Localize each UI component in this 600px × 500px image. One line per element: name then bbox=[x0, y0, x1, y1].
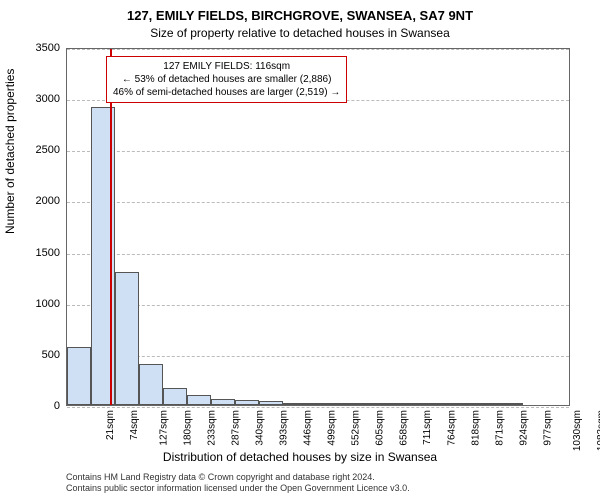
histogram-bar bbox=[163, 388, 187, 405]
gridline bbox=[67, 254, 569, 255]
x-tick-label: 180sqm bbox=[183, 410, 194, 446]
x-tick-label: 1030sqm bbox=[572, 410, 583, 451]
histogram-bar bbox=[379, 403, 403, 405]
y-tick-label: 2000 bbox=[10, 195, 60, 207]
histogram-bar bbox=[283, 403, 307, 405]
x-tick-label: 446sqm bbox=[303, 410, 314, 446]
x-tick-label: 924sqm bbox=[519, 410, 530, 446]
chart-title: 127, EMILY FIELDS, BIRCHGROVE, SWANSEA, … bbox=[0, 8, 600, 23]
y-tick-label: 3000 bbox=[10, 93, 60, 105]
histogram-bar bbox=[187, 395, 211, 405]
gridline bbox=[67, 151, 569, 152]
x-tick-label: 605sqm bbox=[375, 410, 386, 446]
histogram-bar bbox=[259, 401, 283, 405]
histogram-bar bbox=[235, 400, 259, 405]
x-tick-label: 74sqm bbox=[129, 410, 140, 440]
callout-line-1: 127 EMILY FIELDS: 116sqm bbox=[113, 60, 340, 73]
footer-line-2: Contains public sector information licen… bbox=[66, 483, 410, 494]
property-callout: 127 EMILY FIELDS: 116sqm← 53% of detache… bbox=[106, 56, 347, 103]
x-tick-label: 711sqm bbox=[422, 410, 433, 445]
x-tick-label: 1083sqm bbox=[596, 410, 600, 451]
histogram-bar bbox=[67, 347, 91, 405]
x-tick-label: 21sqm bbox=[105, 410, 116, 440]
histogram-bar bbox=[355, 403, 379, 405]
x-tick-label: 393sqm bbox=[279, 410, 290, 446]
x-tick-label: 977sqm bbox=[543, 410, 554, 446]
footer-line-1: Contains HM Land Registry data © Crown c… bbox=[66, 472, 410, 483]
x-tick-label: 499sqm bbox=[327, 410, 338, 446]
x-tick-label: 764sqm bbox=[447, 410, 458, 446]
footer-attribution: Contains HM Land Registry data © Crown c… bbox=[66, 472, 410, 494]
histogram-bar bbox=[427, 403, 451, 405]
y-tick-label: 1500 bbox=[10, 247, 60, 259]
x-tick-label: 871sqm bbox=[495, 410, 506, 446]
y-tick-label: 2500 bbox=[10, 144, 60, 156]
gridline bbox=[67, 202, 569, 203]
callout-line-3: 46% of semi-detached houses are larger (… bbox=[113, 86, 340, 99]
histogram-bar bbox=[403, 403, 427, 405]
histogram-bar bbox=[307, 403, 331, 405]
x-tick-label: 127sqm bbox=[159, 410, 170, 446]
y-tick-label: 3500 bbox=[10, 42, 60, 54]
gridline bbox=[67, 356, 569, 357]
histogram-bar bbox=[139, 364, 163, 405]
histogram-bar bbox=[115, 272, 139, 405]
x-tick-label: 658sqm bbox=[399, 410, 410, 446]
x-axis-label: Distribution of detached houses by size … bbox=[0, 450, 600, 464]
histogram-bar bbox=[211, 399, 235, 405]
y-tick-label: 0 bbox=[10, 400, 60, 412]
x-tick-label: 233sqm bbox=[207, 410, 218, 446]
gridline bbox=[67, 49, 569, 50]
gridline bbox=[67, 305, 569, 306]
histogram-bar bbox=[451, 403, 475, 405]
y-tick-label: 500 bbox=[10, 349, 60, 361]
y-tick-label: 1000 bbox=[10, 298, 60, 310]
gridline bbox=[67, 407, 569, 408]
histogram-bar bbox=[499, 403, 523, 405]
x-tick-label: 552sqm bbox=[351, 410, 362, 446]
x-tick-label: 287sqm bbox=[231, 410, 242, 446]
chart-subtitle: Size of property relative to detached ho… bbox=[0, 26, 600, 40]
x-tick-label: 818sqm bbox=[471, 410, 482, 446]
histogram-bar bbox=[331, 403, 355, 405]
x-tick-label: 340sqm bbox=[255, 410, 266, 446]
histogram-bar bbox=[475, 403, 499, 405]
callout-line-2: ← 53% of detached houses are smaller (2,… bbox=[113, 73, 340, 86]
